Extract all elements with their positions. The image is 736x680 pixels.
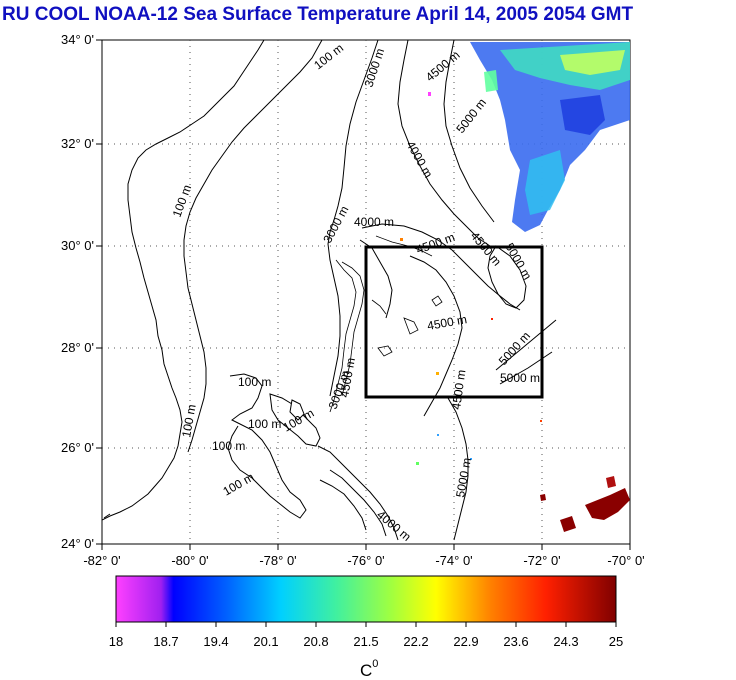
lon-label: -70° 0' [607,553,644,568]
contour-label: 100 m [212,439,245,453]
contour-label: 4500 m [426,312,468,333]
lat-labels: 34° 0' 32° 0' 30° 0' 28° 0' 26° 0' 24° 0… [61,32,94,551]
shelf-contours [329,235,443,413]
sst-speckles [400,92,542,465]
isobath-deep [327,40,557,541]
lon-label: -72° 0' [523,553,560,568]
isobath-100m [183,40,323,453]
colorbar-label: 20.8 [303,634,328,649]
bahamas-shelf [227,373,399,541]
map-title: RU COOL NOAA-12 Sea Surface Temperature … [2,4,634,25]
lat-label: 34° 0' [61,32,94,47]
contour-label: 100 m [179,403,199,438]
lat-label: 32° 0' [61,136,94,151]
contour-label: 100 m [248,417,281,431]
contour-label: 5000 m [500,371,540,385]
lat-label: 28° 0' [61,340,94,355]
colorbar [115,575,617,623]
colorbar-unit-letter: C [360,661,372,680]
lon-label: -80° 0' [171,553,208,568]
sst-patch-southeast [540,476,630,532]
axis-ticks [96,39,631,550]
colorbar-label: 23.6 [503,634,528,649]
lon-label: -76° 0' [347,553,384,568]
lat-label: 30° 0' [61,238,94,253]
lon-labels: -82° 0' -80° 0' -78° 0' -76° 0' -74° 0' … [83,553,644,568]
lon-label: -78° 0' [259,553,296,568]
colorbar-label: 21.5 [353,634,378,649]
colorbar-label: 20.1 [253,634,278,649]
colorbar-unit-superscript: 0 [372,658,378,670]
colorbar-labels: 18 18.7 19.4 20.1 20.8 21.5 22.2 22.9 23… [109,634,623,649]
colorbar-label: 22.2 [403,634,428,649]
lon-label: -82° 0' [83,553,120,568]
contour-label: 4500 m [337,357,358,399]
colorbar-label: 18.7 [153,634,178,649]
lat-label: 24° 0' [61,536,94,551]
contour-label: 100 m [238,375,271,389]
coastline [102,40,265,521]
region-box [364,245,544,399]
colorbar-label: 19.4 [203,634,228,649]
contour-label: 5000 m [453,457,474,499]
colorbar-ticks [115,622,617,627]
colorbar-label: 25 [609,634,623,649]
colorbar-label: 24.3 [553,634,578,649]
colorbar-label: 22.9 [453,634,478,649]
colorbar-unit: C0 [360,658,378,680]
contour-label: 4500 m [449,369,468,411]
lon-label: -74° 0' [435,553,472,568]
lat-label: 26° 0' [61,440,94,455]
contour-label: 4000 m [354,215,394,229]
sst-patch-northeast [470,42,630,232]
colorbar-label: 18 [109,634,123,649]
